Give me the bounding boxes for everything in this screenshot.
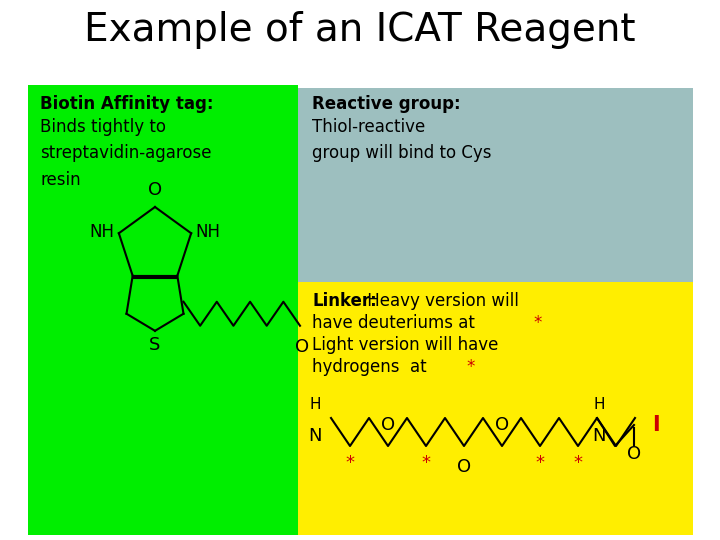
Text: Binds tightly to
streptavidin-agarose
resin: Binds tightly to streptavidin-agarose re…: [40, 118, 212, 189]
Text: NH: NH: [195, 223, 220, 241]
Text: H: H: [310, 397, 320, 412]
Text: O: O: [457, 458, 471, 476]
Bar: [28, 85, 298, 535]
Text: N: N: [593, 427, 606, 445]
Text: O: O: [381, 416, 395, 434]
Text: *: *: [536, 454, 544, 472]
Text: Example of an ICAT Reagent: Example of an ICAT Reagent: [84, 11, 636, 49]
Text: Heavy version will: Heavy version will: [362, 292, 519, 310]
Bar: [298, 282, 693, 535]
Text: I: I: [652, 415, 660, 435]
Text: *: *: [346, 454, 354, 472]
Text: have deuteriums at: have deuteriums at: [312, 314, 480, 332]
Text: *: *: [533, 314, 541, 332]
Text: *: *: [574, 454, 582, 472]
Text: S: S: [149, 336, 161, 354]
Text: H: H: [593, 397, 605, 412]
Text: Thiol-reactive
group will bind to Cys: Thiol-reactive group will bind to Cys: [312, 118, 492, 163]
Text: *: *: [466, 358, 474, 376]
Text: Linker:: Linker:: [312, 292, 377, 310]
Text: O: O: [627, 445, 641, 463]
Text: Reactive group:: Reactive group:: [312, 95, 461, 113]
Text: Light version will have: Light version will have: [312, 336, 498, 354]
Text: *: *: [421, 454, 431, 472]
Text: Biotin Affinity tag:: Biotin Affinity tag:: [40, 95, 214, 113]
Bar: [298, 88, 693, 282]
Text: hydrogens  at: hydrogens at: [312, 358, 432, 376]
Text: N: N: [308, 427, 322, 445]
Text: O: O: [295, 338, 309, 356]
Text: NH: NH: [90, 223, 115, 241]
Text: O: O: [495, 416, 509, 434]
Text: O: O: [148, 181, 162, 199]
